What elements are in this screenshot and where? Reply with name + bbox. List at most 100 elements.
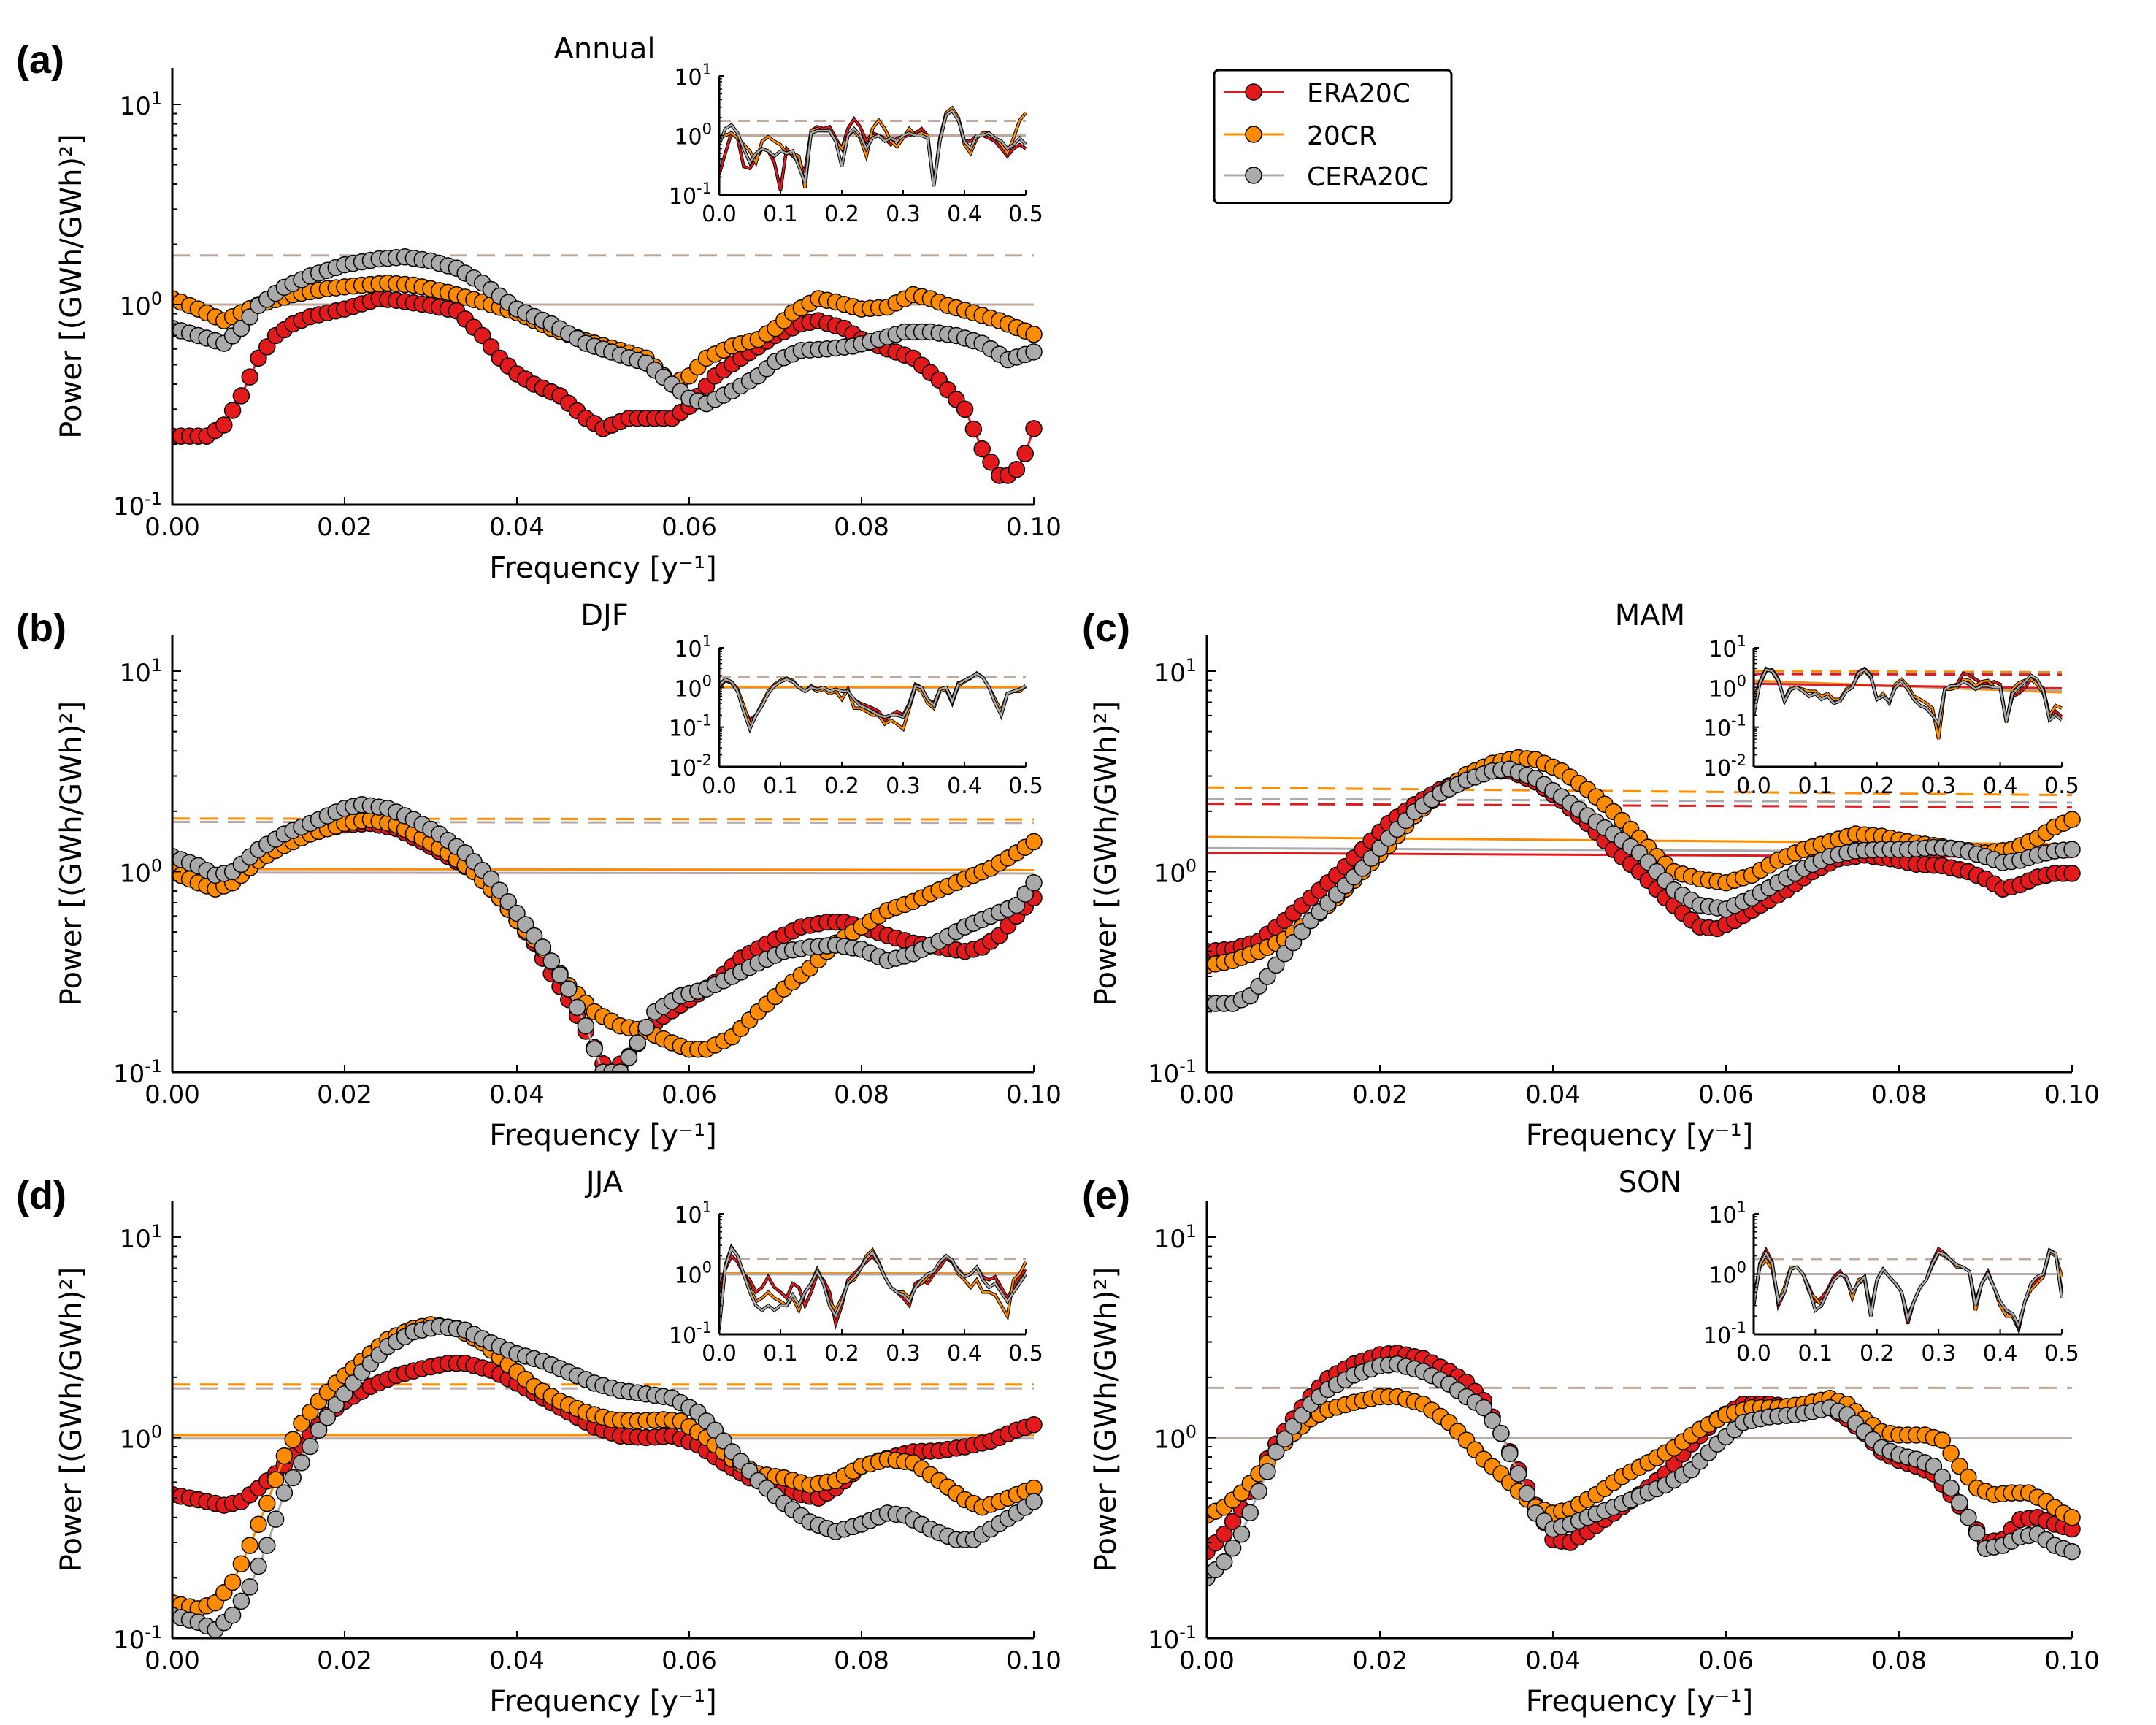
data-point bbox=[508, 904, 526, 922]
panel-letter: (a) bbox=[16, 38, 64, 82]
data-point bbox=[275, 1484, 294, 1502]
data-point bbox=[223, 402, 242, 419]
inset-y-tick-label: 100 bbox=[1708, 672, 1746, 702]
data-point bbox=[250, 1515, 267, 1534]
data-point bbox=[1025, 343, 1043, 361]
inset-x-tick-label: 0.0 bbox=[702, 773, 737, 799]
y-axis-label: Power [(GWh/GWh)²] bbox=[55, 701, 88, 1006]
y-tick-label: 100 bbox=[120, 288, 162, 321]
y-tick-label: 10-1 bbox=[113, 489, 162, 521]
inset-x-tick-label: 0.2 bbox=[824, 202, 859, 227]
x-tick-label: 0.04 bbox=[1525, 1080, 1581, 1109]
inset-y-tick-label: 10-2 bbox=[1703, 751, 1746, 781]
inset-y-tick-label: 100 bbox=[674, 121, 712, 150]
data-point bbox=[310, 1421, 328, 1439]
data-point bbox=[611, 1063, 629, 1072]
inset-x-tick-label: 0.3 bbox=[1921, 1341, 1956, 1366]
data-point bbox=[1215, 1525, 1233, 1543]
x-tick-label: 0.10 bbox=[2044, 1080, 2100, 1109]
legend-entry-cera20c: CERA20C bbox=[1224, 162, 1429, 192]
data-point bbox=[1224, 1539, 1242, 1557]
x-tick-label: 0.00 bbox=[1179, 1080, 1235, 1109]
x-axis-label: Frequency [y⁻¹] bbox=[489, 1685, 716, 1718]
data-point bbox=[1968, 1524, 1986, 1542]
data-point bbox=[302, 1437, 319, 1456]
data-point bbox=[215, 416, 233, 434]
inset-series-20cr bbox=[1754, 667, 2063, 740]
y-tick-label: 10-1 bbox=[113, 1622, 162, 1655]
legend-label-20cr: 20CR bbox=[1307, 121, 1377, 151]
y-axis-label: Power [(GWh/GWh)²] bbox=[1089, 1267, 1123, 1572]
x-tick-label: 0.04 bbox=[489, 513, 545, 542]
data-point bbox=[499, 893, 517, 911]
legend-entry-20cr: 20CR bbox=[1224, 121, 1377, 151]
inset-series-outline bbox=[1754, 666, 2063, 740]
data-point bbox=[1241, 1504, 1259, 1522]
inset-series-outline bbox=[1754, 666, 2063, 729]
data-point bbox=[1025, 420, 1043, 437]
panel-letter: (e) bbox=[1082, 1174, 1130, 1217]
panel-letter: (c) bbox=[1082, 606, 1130, 650]
data-point bbox=[1267, 1443, 1285, 1461]
inset-series-cera20c bbox=[719, 109, 1027, 187]
data-point bbox=[2063, 811, 2081, 828]
inset-x-tick-label: 0.4 bbox=[1983, 773, 2018, 799]
inset-x-tick-label: 0.4 bbox=[947, 1341, 982, 1366]
data-point bbox=[1025, 873, 1043, 892]
data-point bbox=[275, 1447, 294, 1465]
data-point bbox=[474, 326, 491, 345]
legend: ERA20C 20CR CERA20C bbox=[1213, 69, 1453, 204]
inset-series-outline bbox=[719, 108, 1027, 187]
x-axis-label: Frequency [y⁻¹] bbox=[1526, 1685, 1753, 1718]
series-cera20c bbox=[1207, 1355, 2081, 1587]
y-tick-label: 100 bbox=[120, 856, 162, 889]
x-tick-label: 0.06 bbox=[661, 513, 717, 542]
series-line bbox=[172, 1325, 1035, 1632]
panel-letter: (d) bbox=[16, 1174, 66, 1217]
legend-marker-cera20c bbox=[1245, 167, 1262, 184]
inset-x-tick-label: 0.3 bbox=[886, 773, 921, 799]
inset-series-era20c bbox=[719, 1254, 1027, 1328]
y-tick-label: 100 bbox=[1154, 1422, 1197, 1455]
inset-e: 10-1 100 101 0.0 0.1 0.2 0.3 0.4 0.5 bbox=[1703, 1198, 2079, 1366]
data-point bbox=[964, 420, 983, 438]
data-point bbox=[1025, 1493, 1043, 1510]
data-point bbox=[284, 1469, 302, 1487]
inset-x-tick-label: 0.4 bbox=[1983, 1341, 2018, 1366]
inset-y-tick-label: 101 bbox=[674, 632, 712, 662]
x-tick-label: 0.10 bbox=[1006, 1080, 1062, 1109]
panel-letter: (b) bbox=[16, 606, 66, 650]
data-point bbox=[250, 349, 267, 367]
data-point bbox=[2063, 1542, 2081, 1561]
threshold-95-line bbox=[1207, 803, 2073, 809]
data-point bbox=[1025, 1416, 1043, 1434]
inset-series-outline bbox=[1754, 1249, 2064, 1331]
inset-series-cera20c bbox=[719, 1246, 1027, 1330]
y-tick-label: 101 bbox=[120, 1221, 162, 1254]
data-point bbox=[232, 319, 250, 337]
inset-y-tick-label: 10-1 bbox=[1703, 712, 1746, 742]
inset-d: 10-1 100 101 0.0 0.1 0.2 0.3 0.4 0.5 bbox=[669, 1198, 1043, 1366]
x-tick-label: 0.04 bbox=[489, 1646, 545, 1675]
data-point bbox=[2063, 1508, 2081, 1526]
inset-y-tick-label: 100 bbox=[1708, 1259, 1746, 1289]
x-tick-label: 0.00 bbox=[145, 1646, 200, 1675]
threshold-95-line bbox=[1207, 786, 2073, 797]
data-point bbox=[241, 368, 258, 386]
inset-x-tick-label: 0.2 bbox=[1860, 1341, 1895, 1366]
data-point bbox=[1259, 1463, 1276, 1480]
x-tick-label: 0.08 bbox=[834, 1080, 889, 1109]
inset-a: 10-1 100 101 0.0 0.1 0.2 0.3 0.4 0.5 bbox=[669, 61, 1043, 227]
inset-series-cera20c bbox=[1754, 1250, 2063, 1328]
data-point bbox=[551, 966, 569, 984]
data-point bbox=[258, 1537, 276, 1554]
inset-y-tick-label: 100 bbox=[674, 672, 712, 702]
y-tick-label: 10-1 bbox=[1148, 1622, 1197, 1655]
inset-y-tick-label: 10-1 bbox=[669, 712, 712, 742]
data-point bbox=[560, 980, 578, 998]
data-point bbox=[542, 952, 560, 970]
data-point bbox=[232, 1592, 250, 1610]
data-point bbox=[1942, 1445, 1960, 1462]
inset-series-cera20c bbox=[1754, 668, 2063, 727]
